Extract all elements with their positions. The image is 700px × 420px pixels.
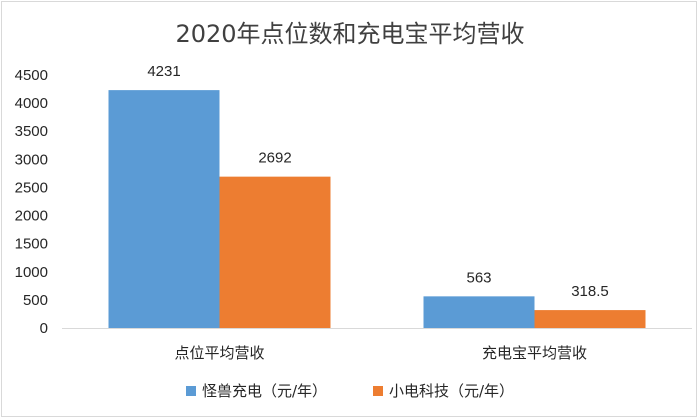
y-tick-label: 1500 (15, 236, 48, 253)
bars: 4231 2692 563 318.5 (108, 63, 646, 328)
x-category-label: 点位平均营收 (174, 344, 264, 362)
y-tick-label: 3500 (15, 123, 48, 140)
y-axis: 0 500 1000 1500 2000 2500 3000 3500 4000 4500 (15, 67, 48, 337)
data-label: 563 (466, 269, 491, 286)
legend: 怪兽充电（元/年） 小电科技（元/年） (0, 380, 700, 401)
legend-label-series-1: 怪兽充电（元/年） (201, 382, 327, 400)
y-tick-label: 4000 (15, 95, 48, 112)
y-tick-label: 4500 (15, 67, 48, 84)
legend-item-series-2[interactable]: 小电科技（元/年） (373, 380, 514, 401)
y-tick-label: 0 (40, 320, 48, 337)
bar-series-2-cat-2[interactable] (534, 310, 646, 328)
y-tick-label: 1000 (15, 264, 48, 281)
legend-label-series-2: 小电科技（元/年） (389, 382, 515, 400)
chart-title: 2020年点位数和充电宝平均营收 (175, 20, 525, 48)
legend-swatch-series-1 (185, 385, 196, 396)
legend-swatch-series-2 (373, 385, 383, 396)
x-axis: 点位平均营收 充电宝平均营收 (62, 328, 692, 362)
y-tick-label: 2000 (15, 208, 48, 225)
x-category-label: 充电宝平均营收 (482, 344, 587, 362)
legend-item-series-1[interactable]: 怪兽充电（元/年） (185, 380, 327, 401)
data-label: 2692 (258, 150, 291, 167)
data-label: 318.5 (571, 283, 609, 300)
bar-series-1-cat-2[interactable] (423, 296, 535, 328)
bar-series-1-cat-1[interactable] (108, 90, 220, 328)
y-tick-label: 2500 (15, 179, 48, 196)
y-tick-label: 500 (23, 292, 48, 309)
y-tick-label: 3000 (15, 151, 48, 168)
bar-series-2-cat-1[interactable] (219, 176, 331, 328)
data-label: 4231 (147, 63, 180, 80)
